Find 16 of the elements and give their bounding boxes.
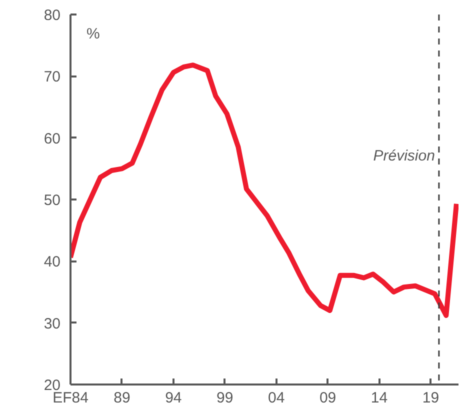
y-tick-label: 60: [44, 130, 61, 148]
x-tick-label: 09: [319, 390, 336, 406]
x-tick-label: 04: [268, 390, 285, 406]
x-tick-label: 19: [422, 390, 440, 406]
ref-line-label: Prévision: [373, 148, 435, 164]
x-tick-label: 14: [370, 390, 388, 406]
y-tick-label: 40: [44, 254, 61, 271]
y-tick-label: 30: [44, 315, 61, 332]
y-axis-title: %: [86, 26, 100, 42]
x-tick-label: 94: [165, 390, 182, 406]
x-tick-label: 99: [216, 390, 234, 406]
x-tick-label: 89: [114, 390, 130, 406]
y-tick-label: 80: [44, 7, 61, 24]
y-tick-label: 50: [44, 192, 61, 209]
x-tick-label: EF84: [52, 390, 88, 406]
y-tick-label: 70: [44, 68, 61, 86]
